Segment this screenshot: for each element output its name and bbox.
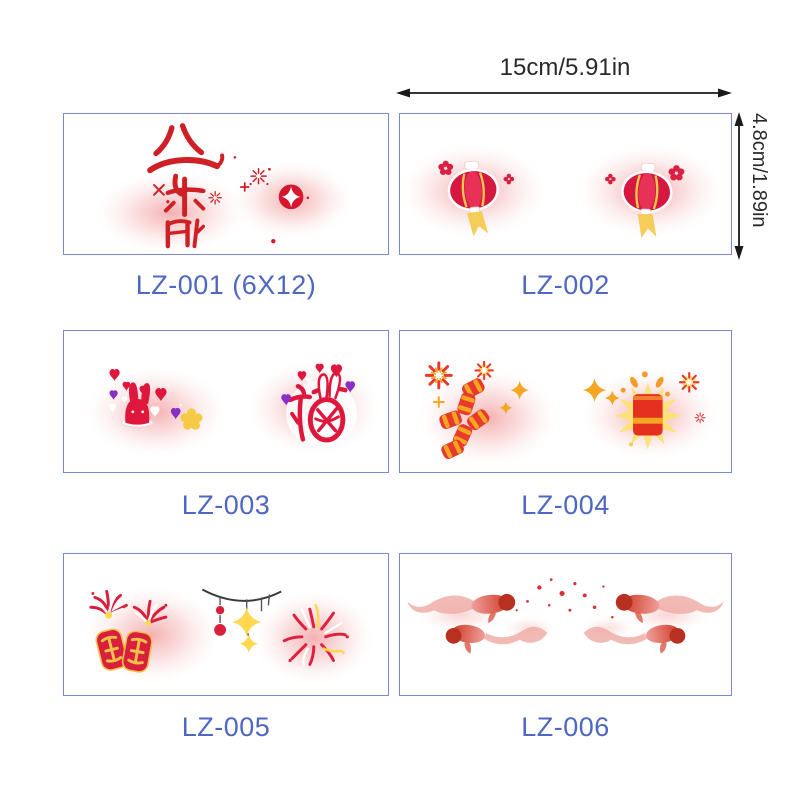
firework-burst-icon: [282, 603, 349, 666]
firework-burst-icons: [89, 589, 168, 626]
hanging-ornament-icon: [201, 588, 282, 654]
sticker-card-lz005: [63, 553, 389, 696]
pink-glow: [252, 590, 375, 686]
card-label-lz004: LZ-004: [521, 490, 610, 520]
coin-icon: [278, 184, 304, 210]
sticker-card-lz004: [399, 330, 732, 473]
firework-burst-icons: [629, 371, 706, 447]
star-flower-icon: [180, 408, 203, 430]
card-label-lz002: LZ-002: [521, 270, 610, 300]
card-label-lz006: LZ-006: [521, 712, 610, 742]
pink-glow: [93, 171, 248, 254]
sticker-card-lz002: [399, 113, 732, 255]
card-label-lz005: LZ-005: [181, 712, 271, 742]
sticker-card-lz003: [63, 330, 389, 473]
width-dimension-label: 15cm/5.91in: [499, 54, 631, 81]
red-dots: [515, 578, 614, 619]
sticker-card-lz006: [399, 553, 732, 696]
fu-character: [281, 363, 358, 448]
rabbit-icon: [120, 382, 154, 428]
width-dimension-arrow: [396, 88, 732, 98]
sticker-card-lz001: [63, 113, 389, 255]
sparkle-star-icons: [432, 378, 620, 415]
height-dimension-label: 4.8cm/1.89in: [748, 113, 770, 228]
sparkle-icons: [153, 156, 310, 244]
heart-icons: [105, 369, 182, 420]
card-label-lz001: LZ-001 (6X12): [135, 270, 317, 300]
card-label-lz003: LZ-003: [181, 490, 271, 520]
gift-firecracker-icon: [614, 371, 682, 450]
height-dimension-arrow: [734, 112, 744, 260]
fortune-calligraphy: [147, 123, 225, 249]
